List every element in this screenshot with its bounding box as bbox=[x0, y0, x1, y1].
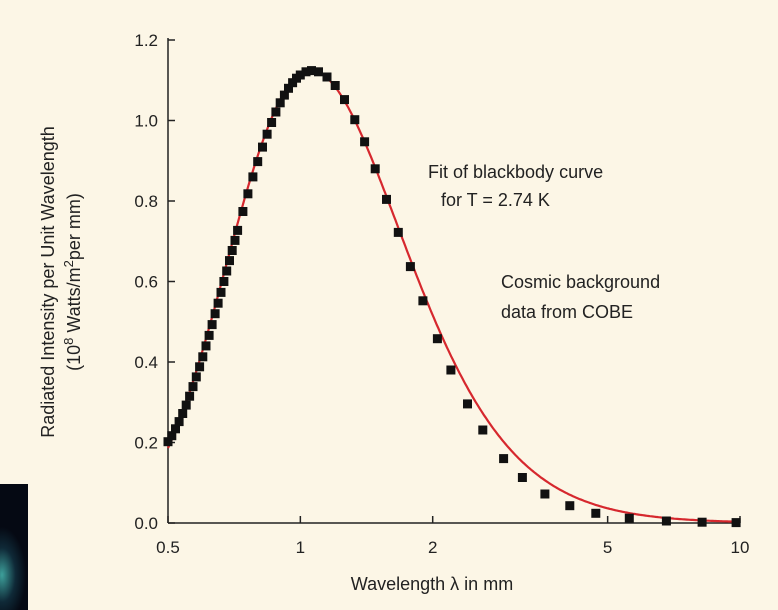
data-point bbox=[661, 516, 671, 526]
x-tick-label: 0.5 bbox=[156, 538, 180, 557]
data-point bbox=[279, 90, 289, 100]
data-point bbox=[517, 473, 527, 482]
data-point bbox=[210, 309, 220, 319]
y-tick-label: 1.0 bbox=[134, 112, 158, 131]
data-point bbox=[195, 362, 205, 372]
data-point bbox=[222, 266, 232, 276]
data-point bbox=[163, 437, 173, 447]
data-point bbox=[307, 66, 316, 76]
data-points bbox=[163, 66, 741, 528]
y-tick-label: 0.4 bbox=[134, 353, 158, 372]
data-point bbox=[330, 81, 340, 90]
data-point bbox=[432, 334, 442, 344]
data-point bbox=[198, 352, 208, 362]
x-axis-title: Wavelength λ in mm bbox=[351, 574, 513, 594]
data-point bbox=[253, 157, 263, 167]
data-point bbox=[540, 489, 550, 499]
data-point bbox=[731, 518, 741, 528]
data-point bbox=[499, 454, 509, 464]
data-point bbox=[340, 95, 349, 105]
data-point bbox=[171, 424, 180, 434]
data-point bbox=[295, 70, 305, 80]
data-point bbox=[178, 409, 188, 418]
data-point bbox=[697, 517, 707, 527]
data-point bbox=[350, 115, 360, 125]
data-point bbox=[314, 67, 323, 77]
data-point bbox=[463, 399, 472, 409]
data-point bbox=[233, 225, 243, 235]
data-point bbox=[258, 142, 267, 152]
data-point bbox=[301, 67, 311, 77]
data-point bbox=[591, 508, 601, 518]
fit-annotation-line2: for T = 2.74 K bbox=[441, 190, 550, 210]
y-tick-label: 0.0 bbox=[134, 514, 158, 533]
data-point bbox=[624, 513, 634, 523]
y-tick-label: 0.8 bbox=[134, 192, 158, 211]
data-point bbox=[360, 137, 370, 147]
data-point bbox=[322, 72, 332, 82]
data-point bbox=[185, 391, 195, 401]
data-point bbox=[227, 246, 237, 255]
data-point bbox=[207, 320, 217, 330]
data-point bbox=[213, 298, 223, 308]
fit-annotation-line1: Fit of blackbody curve bbox=[428, 162, 603, 182]
data-point bbox=[382, 194, 391, 204]
x-tick-label: 1 bbox=[296, 538, 305, 557]
data-annotation-line2: data from COBE bbox=[501, 302, 633, 322]
ticks: 0.0 0.2 0.4 0.6 0.8 1.0 1.2 0.5 1 2 5 10 bbox=[134, 31, 749, 557]
data-point bbox=[262, 129, 272, 139]
data-point bbox=[405, 262, 415, 272]
y-axis-title-line2: (108 Watts/m2per mm) bbox=[61, 193, 84, 371]
data-point bbox=[181, 400, 191, 410]
data-point bbox=[478, 425, 488, 435]
data-point bbox=[370, 164, 380, 174]
data-point bbox=[248, 172, 258, 182]
y-tick-label: 0.2 bbox=[134, 434, 158, 453]
data-point bbox=[204, 330, 214, 340]
data-point bbox=[219, 277, 229, 286]
data-point bbox=[275, 98, 285, 108]
data-point bbox=[216, 287, 226, 297]
data-point bbox=[188, 382, 198, 392]
data-point bbox=[238, 207, 248, 216]
data-point bbox=[167, 431, 177, 441]
blackbody-fit-curve bbox=[166, 69, 741, 523]
y-axis-title-line1: Radiated Intensity per Unit Wavelength bbox=[38, 126, 58, 438]
data-point bbox=[243, 189, 253, 199]
data-point bbox=[191, 372, 201, 382]
data-point bbox=[446, 365, 456, 375]
data-point bbox=[271, 107, 281, 117]
x-tick-label: 2 bbox=[428, 538, 437, 557]
x-tick-label: 10 bbox=[731, 538, 750, 557]
data-point bbox=[418, 296, 428, 306]
data-point bbox=[174, 417, 184, 427]
data-annotation-line1: Cosmic background bbox=[501, 272, 660, 292]
data-point bbox=[393, 227, 403, 237]
data-point bbox=[565, 501, 575, 511]
data-point bbox=[201, 341, 211, 351]
x-tick-label: 5 bbox=[603, 538, 612, 557]
y-tick-label: 1.2 bbox=[134, 31, 158, 50]
data-point bbox=[267, 118, 277, 127]
y-tick-label: 0.6 bbox=[134, 273, 158, 292]
data-point bbox=[225, 256, 234, 266]
data-point bbox=[284, 83, 293, 93]
data-point bbox=[230, 235, 240, 245]
